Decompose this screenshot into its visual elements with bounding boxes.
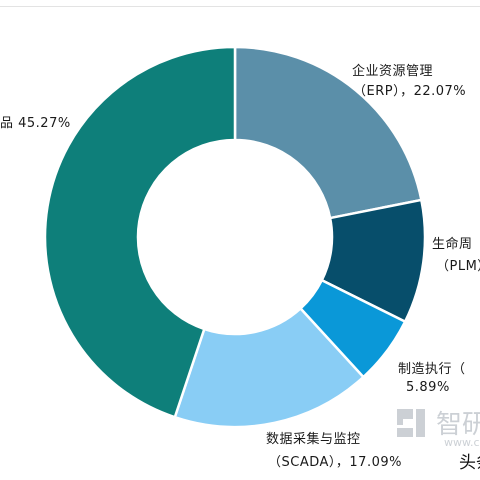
watermark: 智研 www.ch bbox=[392, 402, 480, 449]
label-mes-name: 制造执行（ bbox=[398, 362, 466, 377]
label-plm-value: （PLM） bbox=[436, 259, 480, 274]
label-erp-name: 企业资源管理 bbox=[352, 64, 434, 79]
label-erp-value: （ERP），22.07% bbox=[353, 84, 467, 99]
corner-brand-text: 头条 bbox=[459, 453, 480, 473]
watermark-text: 智研 bbox=[436, 410, 480, 440]
label-scada-value: （SCADA），17.09% bbox=[268, 455, 402, 470]
label-scada-name: 数据采集与监控 bbox=[266, 432, 361, 447]
donut-slice-3 bbox=[173, 306, 366, 429]
top-divider bbox=[0, 6, 480, 7]
watermark-url: www.ch bbox=[444, 436, 480, 449]
donut-slice-4 bbox=[43, 45, 237, 419]
donut-slice-0 bbox=[233, 45, 423, 220]
label-mes-value: 5.89% bbox=[406, 380, 450, 395]
label-largest-slice: 品 45.27% bbox=[0, 116, 71, 131]
label-plm-name: 生命周 bbox=[432, 237, 473, 252]
watermark-logo-icon bbox=[397, 409, 425, 437]
